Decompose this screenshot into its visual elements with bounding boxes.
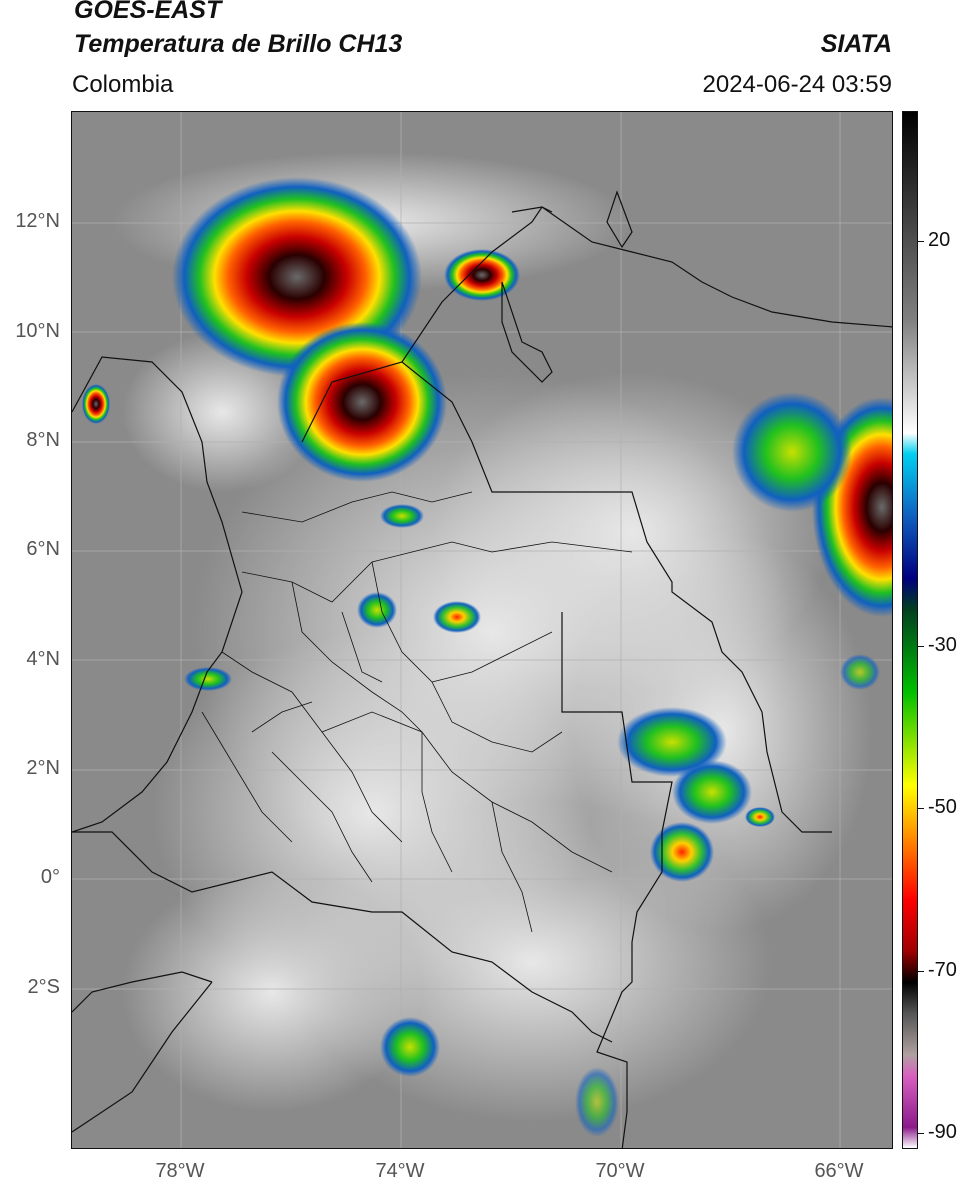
colorbar-tick: [918, 240, 924, 242]
title-product: Temperatura de Brillo CH13: [74, 30, 403, 58]
convective-cells: [82, 177, 892, 1137]
lat-label-2n: 2°N: [26, 757, 60, 779]
satellite-map[interactable]: [71, 111, 893, 1149]
country-borders: [72, 190, 892, 1148]
department-borders: [201, 491, 633, 933]
lat-label-8n: 8°N: [26, 429, 60, 451]
colorbar-tick-label: -50: [928, 796, 957, 819]
lat-label-10n: 10°N: [15, 320, 60, 342]
colorbar-tick: [918, 1132, 924, 1134]
lon-label-70w: 70°W: [595, 1160, 645, 1182]
lat-label-12n: 12°N: [15, 210, 60, 232]
colorbar-tick-label: -30: [928, 634, 957, 657]
colorbar-tick: [918, 646, 924, 648]
lat-label-0: 0°: [40, 866, 60, 888]
region-label: Colombia: [72, 71, 174, 98]
colorbar-tick-label: -90: [928, 1120, 957, 1143]
title-satellite: GOES-EAST: [74, 0, 222, 24]
timestamp-label: 2024-06-24 03:59: [702, 71, 893, 98]
colorbar-tick-label: 20: [928, 228, 951, 251]
colorbar-tick: [918, 970, 924, 972]
lon-label-66w: 66°W: [814, 1160, 864, 1182]
lat-label-6n: 6°N: [26, 538, 60, 560]
lat-label-4n: 4°N: [26, 648, 60, 670]
colorbar: [902, 111, 918, 1149]
colorbar-tick: [918, 808, 924, 810]
agency-label: SIATA: [820, 30, 892, 58]
lat-label-2s: 2°S: [27, 976, 60, 998]
lon-label-78w: 78°W: [155, 1160, 205, 1182]
lon-label-74w: 74°W: [375, 1160, 425, 1182]
map-canvas: [72, 112, 892, 1148]
colorbar-tick-label: -70: [928, 958, 957, 981]
